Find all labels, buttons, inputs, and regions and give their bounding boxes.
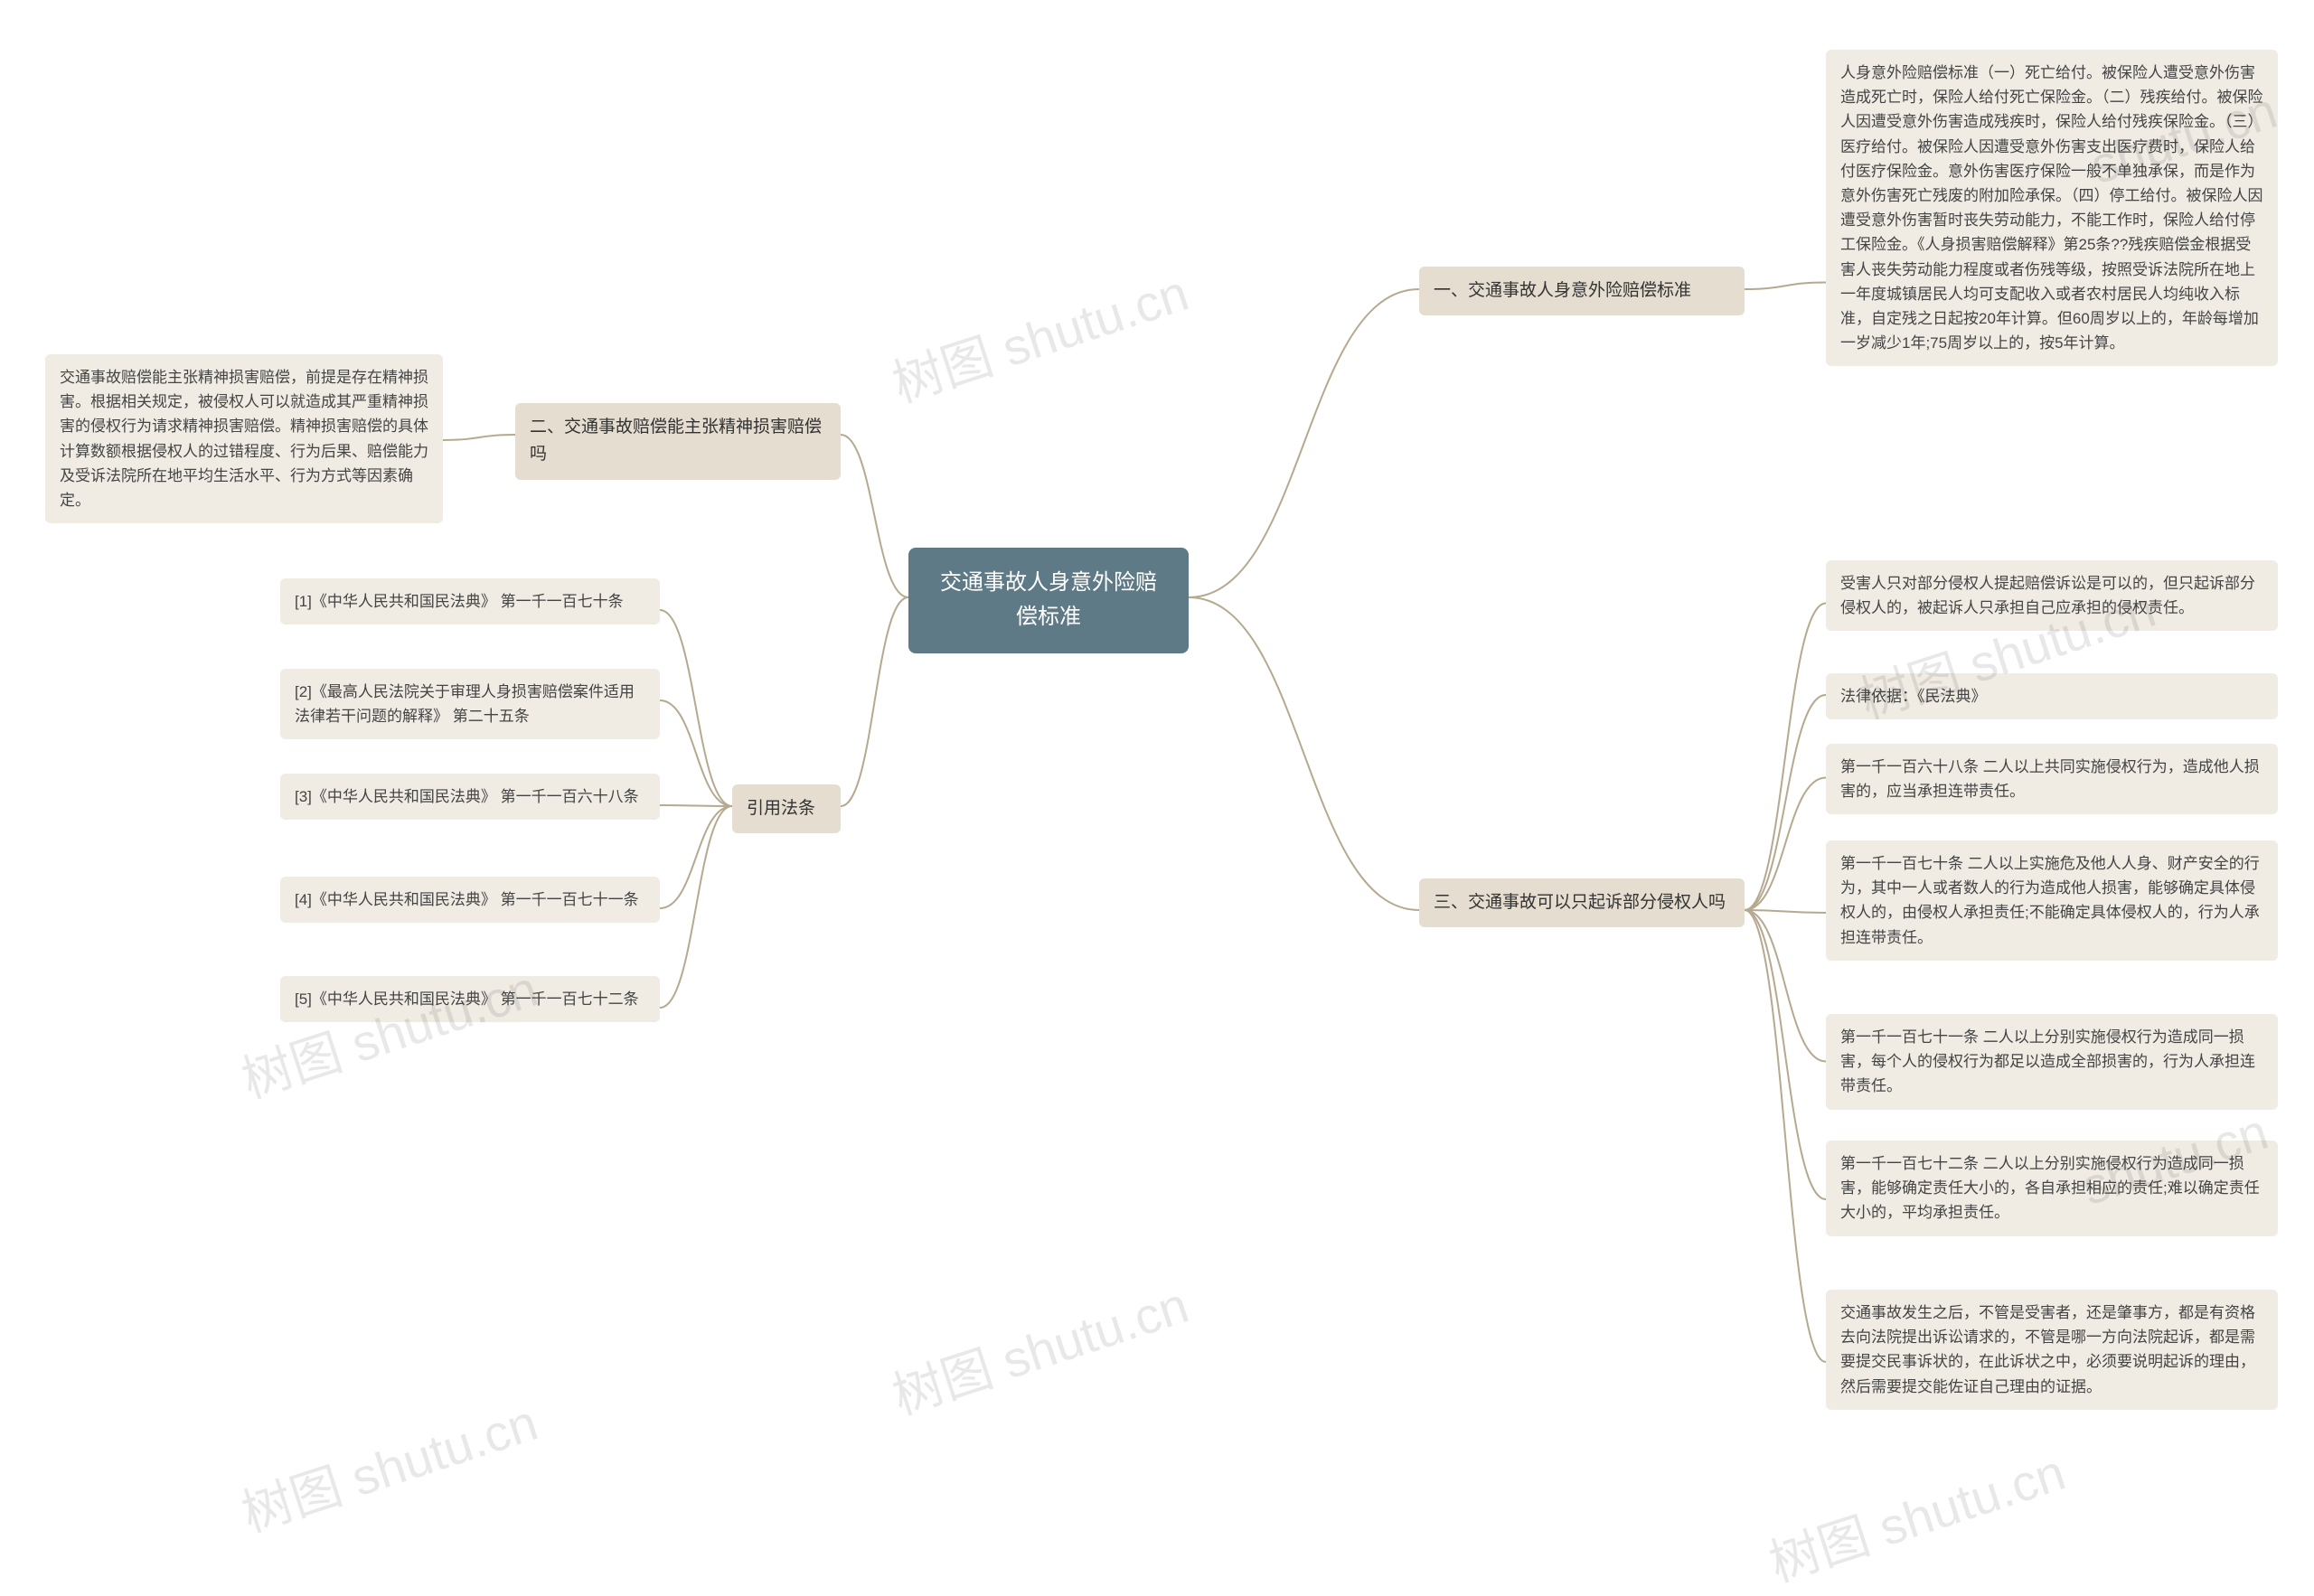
branch-3-leaf-0: 受害人只对部分侵权人提起赔偿诉讼是可以的，但只起诉部分侵权人的，被起诉人只承担自…	[1826, 560, 2278, 631]
watermark: 树图 shutu.cn	[231, 1383, 546, 1547]
branch-1: 一、交通事故人身意外险赔偿标准	[1419, 267, 1745, 315]
branch-3: 三、交通事故可以只起诉部分侵权人吗	[1419, 878, 1745, 927]
watermark: 树图 shutu.cn	[882, 1265, 1197, 1430]
branch-3-leaf-5: 第一千一百七十二条 二人以上分别实施侵权行为造成同一损害，能够确定责任大小的，各…	[1826, 1141, 2278, 1236]
branch-2-leaf-0: 交通事故赔偿能主张精神损害赔偿，前提是存在精神损害。根据相关规定，被侵权人可以就…	[45, 354, 443, 523]
branch-4-leaf-3: [4]《中华人民共和国民法典》 第一千一百七十一条	[280, 877, 660, 923]
branch-4-leaf-2: [3]《中华人民共和国民法典》 第一千一百六十八条	[280, 774, 660, 820]
branch-3-leaf-6: 交通事故发生之后，不管是受害者，还是肇事方，都是有资格去向法院提出诉讼请求的，不…	[1826, 1290, 2278, 1410]
branch-4-leaf-4: [5]《中华人民共和国民法典》 第一千一百七十二条	[280, 976, 660, 1022]
branch-2: 二、交通事故赔偿能主张精神损害赔偿吗	[515, 403, 841, 480]
branch-4-leaf-1: [2]《最高人民法院关于审理人身损害赔偿案件适用法律若干问题的解释》 第二十五条	[280, 669, 660, 739]
branch-3-leaf-2: 第一千一百六十八条 二人以上共同实施侵权行为，造成他人损害的，应当承担连带责任。	[1826, 744, 2278, 814]
branch-3-leaf-1: 法律依据：《民法典》	[1826, 673, 2278, 719]
watermark: 树图 shutu.cn	[1759, 1432, 2074, 1596]
watermark: 树图 shutu.cn	[231, 949, 546, 1113]
branch-1-leaf-0: 人身意外险赔偿标准（一）死亡给付。被保险人遭受意外伤害造成死亡时，保险人给付死亡…	[1826, 50, 2278, 366]
branch-3-leaf-4: 第一千一百七十一条 二人以上分别实施侵权行为造成同一损害，每个人的侵权行为都足以…	[1826, 1014, 2278, 1110]
center-node: 交通事故人身意外险赔偿标准	[908, 548, 1189, 653]
watermark: 树图 shutu.cn	[882, 253, 1197, 418]
branch-3-leaf-3: 第一千一百七十条 二人以上实施危及他人人身、财产安全的行为，其中一人或者数人的行…	[1826, 840, 2278, 961]
branch-4: 引用法条	[732, 784, 841, 833]
branch-4-leaf-0: [1]《中华人民共和国民法典》 第一千一百七十条	[280, 578, 660, 624]
